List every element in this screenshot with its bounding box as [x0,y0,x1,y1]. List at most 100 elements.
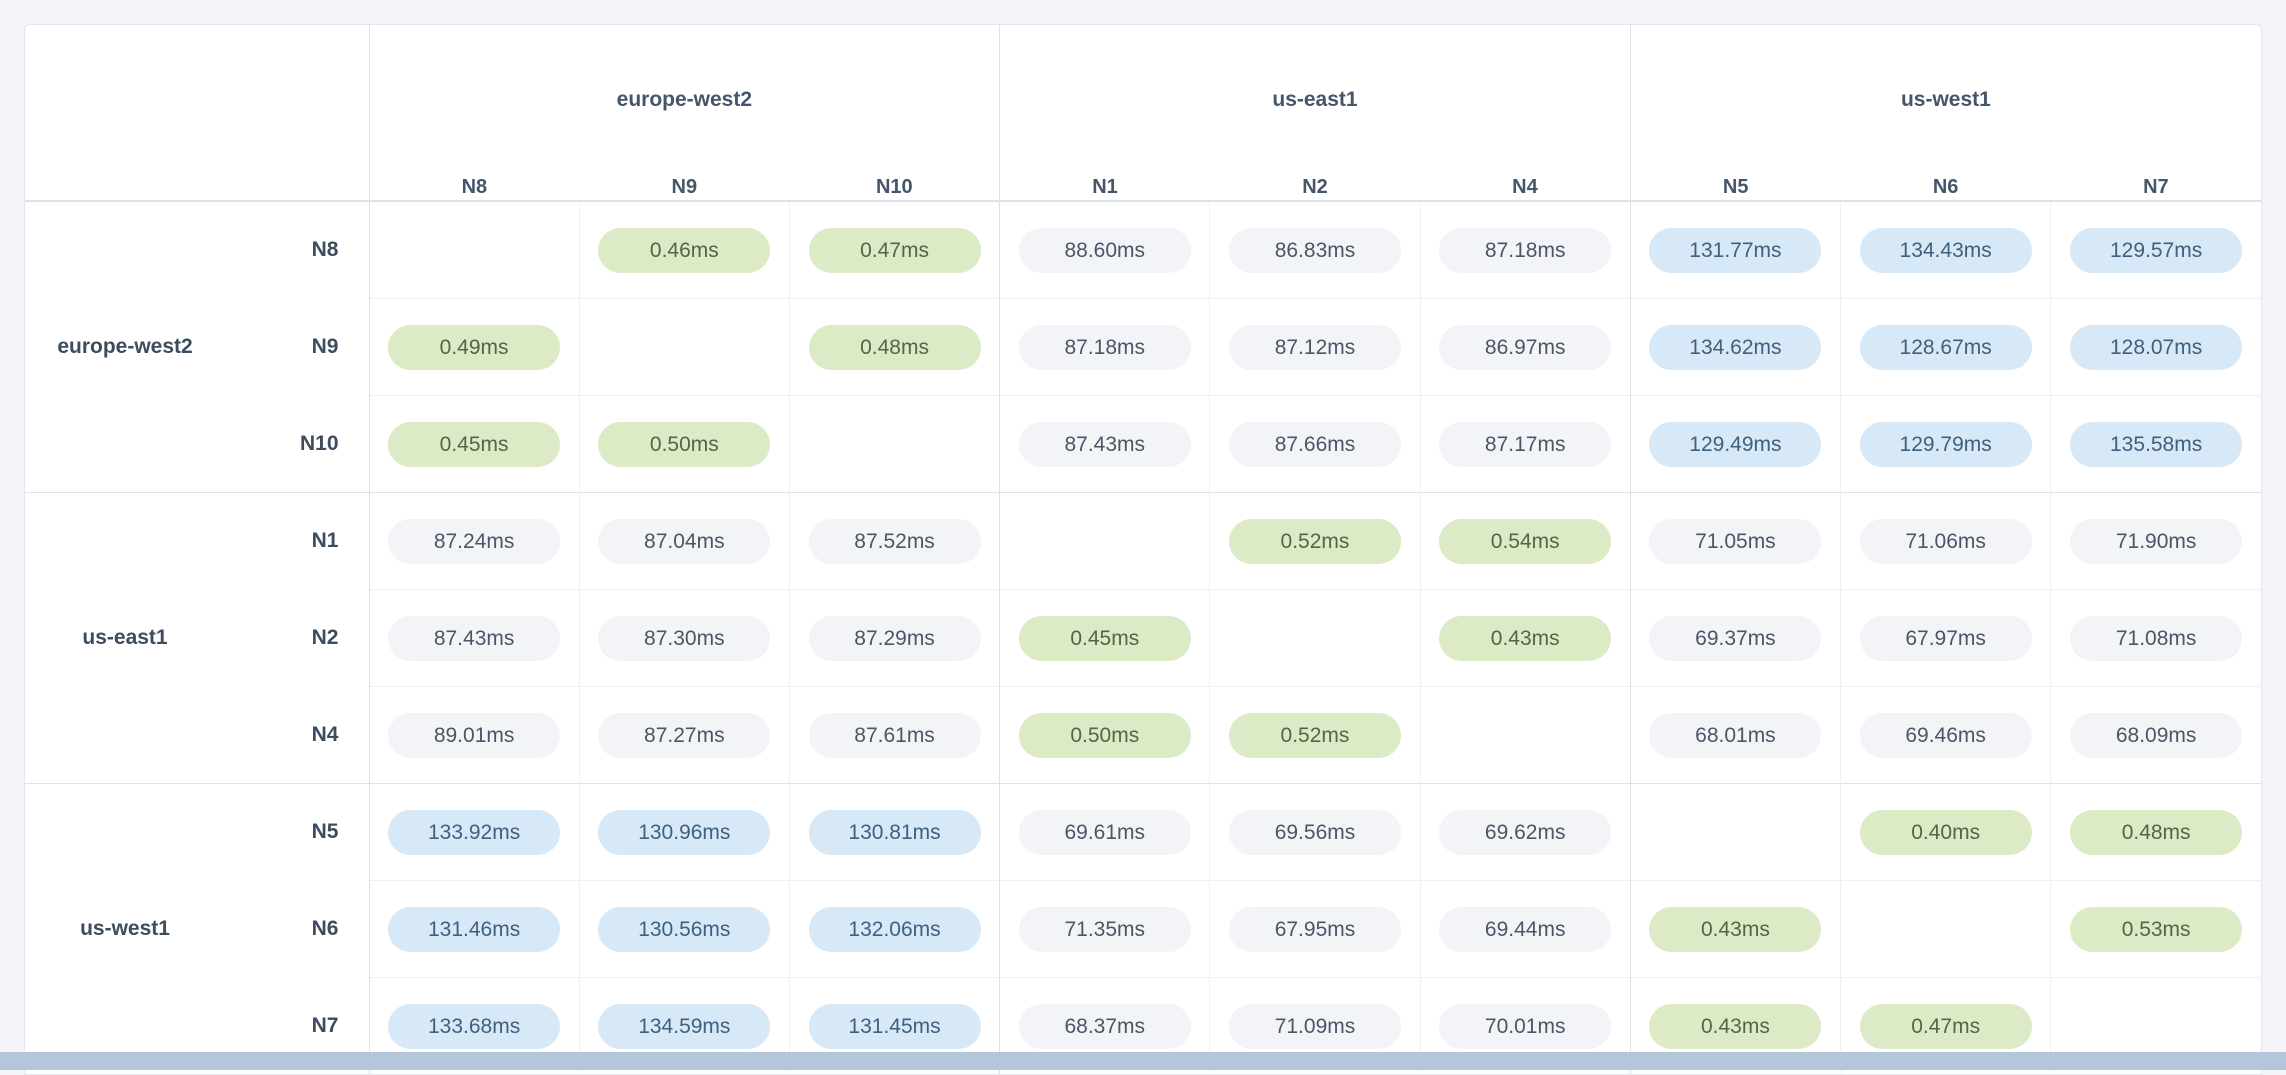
latency-pill: 0.47ms [1860,1004,2032,1049]
latency-cell-n2-n5: 69.37ms [1630,590,1840,687]
latency-cell-n10-n1: 87.43ms [1000,396,1210,493]
latency-cell-n4-n9: 87.27ms [579,687,789,784]
latency-pill: 68.09ms [2070,713,2242,758]
latency-cell-n6-n7: 0.53ms [2051,881,2261,978]
latency-cell-n4-n6: 69.46ms [1841,687,2051,784]
latency-pill: 0.43ms [1439,616,1611,661]
latency-pill: 70.01ms [1439,1004,1611,1049]
latency-cell-n10-n2: 87.66ms [1210,396,1420,493]
latency-cell-n1-n9: 87.04ms [579,493,789,590]
column-node-label-n6: N6 [1841,175,2051,201]
latency-pill: 86.97ms [1439,325,1611,370]
latency-pill: 67.95ms [1229,907,1401,952]
latency-pill: 87.43ms [1019,422,1191,467]
latency-pill: 71.05ms [1649,519,1821,564]
latency-pill: 87.17ms [1439,422,1611,467]
latency-cell-n5-n10: 130.81ms [789,784,999,881]
latency-cell-n6-n8: 131.46ms [369,881,579,978]
latency-cell-n10-n8: 0.45ms [369,396,579,493]
latency-pill: 71.90ms [2070,519,2242,564]
latency-pill: 0.50ms [598,422,770,467]
latency-cell-n10-n7: 135.58ms [2051,396,2261,493]
latency-pill: 86.83ms [1229,228,1401,273]
latency-pill: 69.62ms [1439,810,1611,855]
latency-pill: 71.08ms [2070,616,2242,661]
latency-pill: 0.46ms [598,228,770,273]
self-cell [579,299,789,396]
latency-pill: 128.07ms [2070,325,2242,370]
latency-cell-n6-n9: 130.56ms [579,881,789,978]
column-group-label-us-west1: us-west1 [1630,25,2261,175]
column-node-label-n8: N8 [369,175,579,201]
latency-pill: 0.48ms [2070,810,2242,855]
latency-cell-n4-n1: 0.50ms [1000,687,1210,784]
latency-cell-n1-n7: 71.90ms [2051,493,2261,590]
latency-cell-n8-n7: 129.57ms [2051,201,2261,299]
latency-cell-n9-n1: 87.18ms [1000,299,1210,396]
column-node-label-n9: N9 [579,175,789,201]
latency-pill: 69.44ms [1439,907,1611,952]
latency-pill: 69.61ms [1019,810,1191,855]
latency-cell-n10-n6: 129.79ms [1841,396,2051,493]
latency-cell-n6-n4: 69.44ms [1420,881,1630,978]
latency-cell-n10-n4: 87.17ms [1420,396,1630,493]
latency-cell-n9-n2: 87.12ms [1210,299,1420,396]
latency-cell-n2-n6: 67.97ms [1841,590,2051,687]
latency-pill: 0.53ms [2070,907,2242,952]
latency-pill: 71.35ms [1019,907,1191,952]
latency-pill: 69.56ms [1229,810,1401,855]
latency-cell-n2-n10: 87.29ms [789,590,999,687]
latency-cell-n4-n10: 87.61ms [789,687,999,784]
latency-pill: 87.24ms [388,519,560,564]
latency-pill: 87.18ms [1439,228,1611,273]
latency-pill: 133.92ms [388,810,560,855]
latency-pill: 88.60ms [1019,228,1191,273]
latency-cell-n2-n7: 71.08ms [2051,590,2261,687]
row-group-label-us-east1: us-east1 [25,493,225,784]
column-node-label-n10: N10 [789,175,999,201]
latency-pill: 71.06ms [1860,519,2032,564]
latency-pill: 68.37ms [1019,1004,1191,1049]
latency-cell-n6-n10: 132.06ms [789,881,999,978]
latency-cell-n8-n5: 131.77ms [1630,201,1840,299]
latency-pill: 69.46ms [1860,713,2032,758]
latency-pill: 87.04ms [598,519,770,564]
latency-cell-n6-n5: 0.43ms [1630,881,1840,978]
column-node-label-n5: N5 [1630,175,1840,201]
latency-pill: 130.96ms [598,810,770,855]
latency-cell-n6-n1: 71.35ms [1000,881,1210,978]
latency-pill: 0.50ms [1019,713,1191,758]
latency-pill: 0.40ms [1860,810,2032,855]
latency-cell-n2-n4: 0.43ms [1420,590,1630,687]
latency-pill: 134.59ms [598,1004,770,1049]
latency-pill: 69.37ms [1649,616,1821,661]
row-node-label-n9: N9 [225,299,369,396]
latency-pill: 130.56ms [598,907,770,952]
latency-pill: 87.43ms [388,616,560,661]
row-node-label-n8: N8 [225,201,369,299]
latency-cell-n6-n2: 67.95ms [1210,881,1420,978]
latency-cell-n5-n9: 130.96ms [579,784,789,881]
latency-pill: 130.81ms [809,810,981,855]
latency-cell-n8-n1: 88.60ms [1000,201,1210,299]
column-node-label-n4: N4 [1420,175,1630,201]
horizontal-scrollbar[interactable] [0,1052,2286,1070]
latency-cell-n10-n9: 0.50ms [579,396,789,493]
latency-pill: 129.57ms [2070,228,2242,273]
latency-pill: 87.18ms [1019,325,1191,370]
latency-cell-n2-n1: 0.45ms [1000,590,1210,687]
latency-pill: 87.27ms [598,713,770,758]
latency-pill: 129.49ms [1649,422,1821,467]
latency-cell-n9-n10: 0.48ms [789,299,999,396]
column-node-label-n2: N2 [1210,175,1420,201]
latency-pill: 0.52ms [1229,519,1401,564]
latency-cell-n5-n1: 69.61ms [1000,784,1210,881]
row-node-label-n6: N6 [225,881,369,978]
